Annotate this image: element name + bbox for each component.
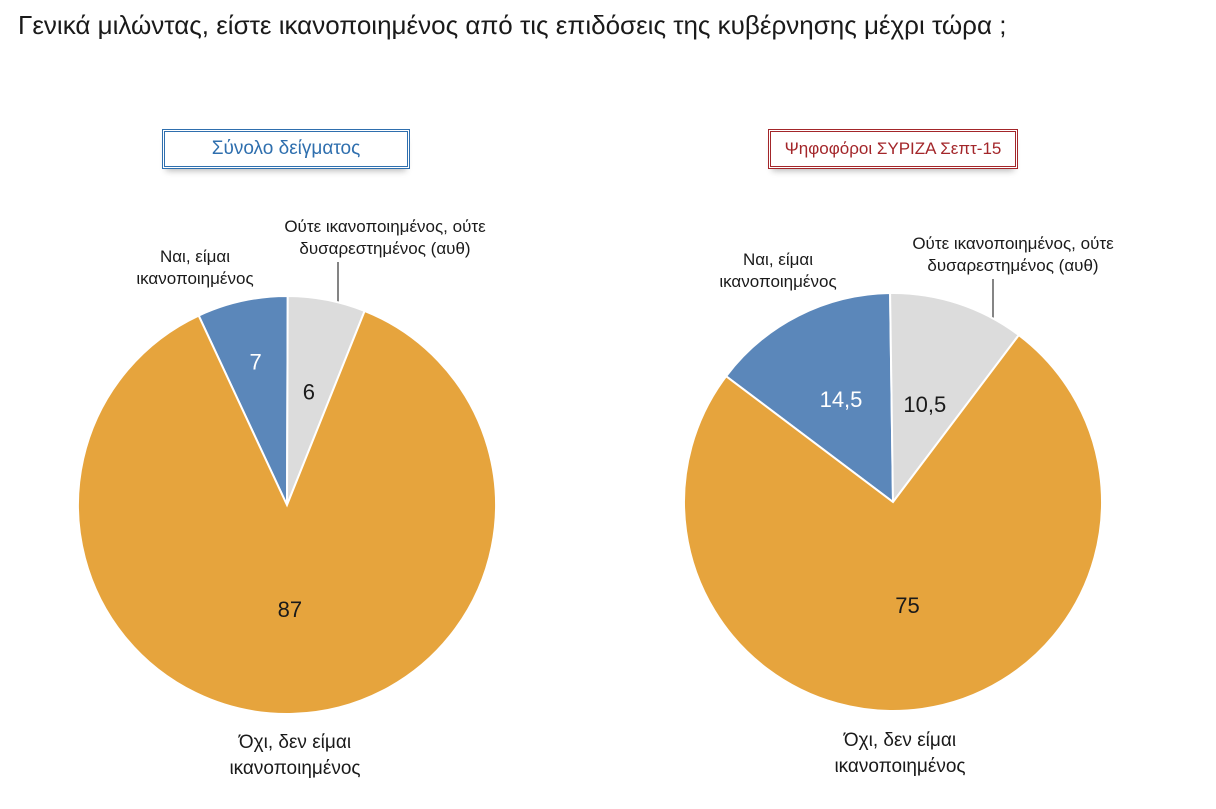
chart-1-no-label: Όχι, δεν είμαι ικανοποιημένος (229, 732, 361, 779)
page-title: Γενικά μιλώντας, είστε ικανοποιημένος απ… (18, 10, 1007, 40)
chart-2-value-label-no: 75 (895, 593, 919, 618)
chart-1-slice-no (77, 309, 497, 715)
chart-2-value-label-neutral: 10,5 (903, 392, 946, 417)
chart-2-slice-yes (724, 292, 895, 505)
chart-2-neutral-label: Ούτε ικανοποιημένος, ούτε δυσαρεστημένος… (912, 234, 1114, 275)
chart-1-yes-label: Ναι, είμαι ικανοποιημένος (136, 247, 254, 288)
chart-2-slice-no (683, 333, 1103, 712)
chart-2-yes-label: Ναι, είμαι ικανοποιημένος (719, 250, 837, 291)
chart-2-value-label-yes: 14,5 (820, 387, 863, 412)
chart-2-no-label: Όχι, δεν είμαι ικανοποιημένος (834, 730, 966, 777)
chart-1-neutral-label: Ούτε ικανοποιημένος, ούτε δυσαρεστημένος… (284, 217, 486, 258)
chart-2-slice-neutral (889, 292, 1021, 505)
chart-1-value-label-no: 87 (278, 597, 302, 622)
chart-1-value-label-neutral: 6 (303, 380, 315, 405)
chart-1-title: Σύνολο δείγματος (162, 129, 410, 169)
chart-1-value-label-yes: 7 (249, 350, 261, 375)
chart-2-title: Ψηφοφόροι ΣΥΡΙΖΑ Σεπτ-15 (768, 129, 1018, 169)
